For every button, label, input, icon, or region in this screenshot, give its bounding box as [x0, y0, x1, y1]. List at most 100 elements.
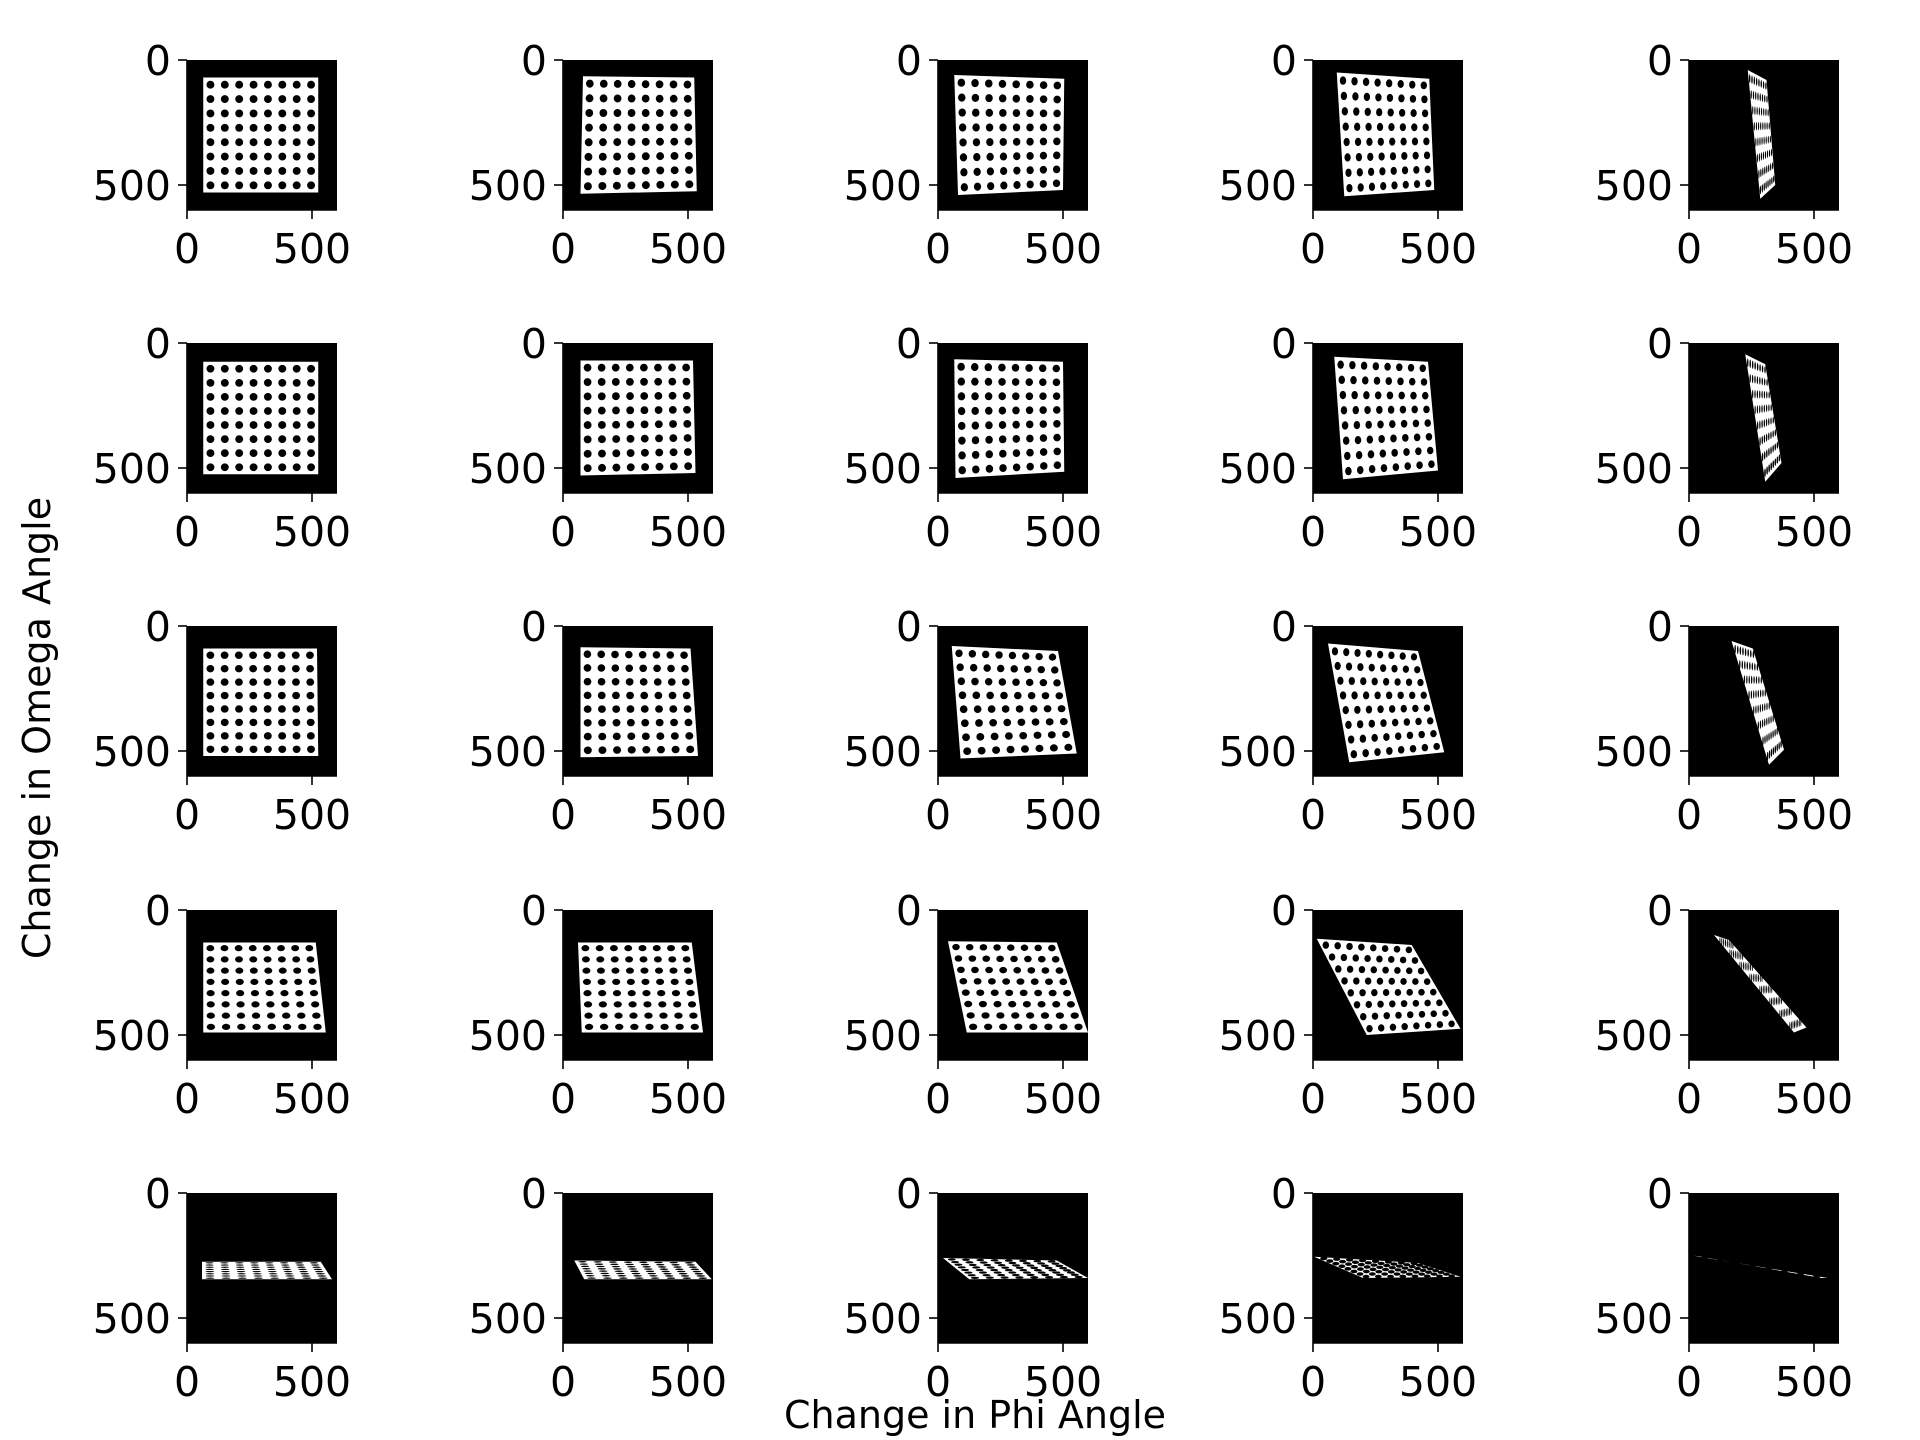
calibration-dot	[640, 1263, 650, 1266]
calibration-dot	[1770, 446, 1772, 455]
calibration-dot	[249, 718, 258, 727]
calibration-dot	[958, 123, 967, 132]
calibration-dot	[1765, 433, 1768, 442]
calibration-dot	[613, 152, 622, 161]
calibration-dot	[1370, 966, 1378, 974]
calibration-dot	[292, 166, 301, 175]
calibration-dot	[1377, 705, 1384, 714]
calibration-dot	[675, 1023, 684, 1030]
calibration-dot	[1765, 82, 1767, 90]
calibration-dot	[249, 166, 258, 175]
calibration-dot	[1358, 965, 1366, 974]
calibration-dot	[975, 1268, 984, 1272]
calibration-dot	[236, 1268, 245, 1271]
calibration-dot	[316, 1273, 325, 1275]
calibration-dot	[1784, 1266, 1786, 1276]
calibration-dot	[1759, 93, 1761, 102]
calibration-dot	[982, 955, 991, 962]
calibration-dot	[625, 664, 634, 672]
calibration-dot	[653, 678, 662, 686]
calibration-dot	[625, 967, 634, 974]
calibration-dot	[983, 664, 991, 672]
calibration-dot	[1746, 675, 1748, 685]
calibration-target	[1328, 643, 1445, 763]
calibration-dot	[1394, 678, 1401, 686]
calibration-dot	[1761, 719, 1764, 728]
calibration-dot	[1430, 1010, 1437, 1018]
calibration-dot	[1331, 647, 1339, 656]
calibration-dot	[1039, 95, 1048, 104]
y-tick-label: 500	[1219, 1012, 1297, 1060]
calibration-dot	[1040, 1264, 1049, 1267]
x-tick-label: 0	[174, 1358, 200, 1406]
x-tick-label: 500	[1775, 1075, 1853, 1123]
calibration-dot	[1024, 955, 1032, 963]
calibration-dot	[1401, 152, 1408, 160]
x-tick-label: 500	[649, 508, 727, 556]
calibration-dot	[263, 956, 272, 963]
calibration-dot	[1389, 1000, 1396, 1008]
calibration-dot	[263, 664, 272, 673]
calibration-dot	[1405, 946, 1413, 954]
calibration-dot	[220, 732, 229, 740]
calibration-dot	[1354, 436, 1362, 445]
calibration-dot	[585, 1275, 595, 1277]
calibration-dot	[1759, 704, 1761, 713]
calibration-dot	[626, 718, 635, 727]
calibration-dot	[277, 691, 286, 700]
calibration-dot	[1074, 1275, 1083, 1279]
calibration-dot	[985, 435, 993, 444]
calibration-dot	[235, 152, 244, 161]
calibration-dot	[1320, 1256, 1328, 1261]
calibration-dot	[1367, 152, 1374, 161]
calibration-dot	[1368, 663, 1375, 672]
calibration-dot	[597, 705, 606, 713]
calibration-dot	[612, 181, 621, 190]
calibration-dot	[683, 405, 691, 414]
calibration-dot	[986, 1266, 995, 1269]
calibration-dot	[249, 407, 258, 415]
calibration-dot	[206, 95, 215, 104]
calibration-dot	[1005, 989, 1014, 997]
calibration-dot	[1357, 1267, 1364, 1271]
calibration-dot	[971, 450, 980, 459]
calibration-dot	[1000, 167, 1008, 176]
calibration-dot	[263, 152, 272, 161]
calibration-dot	[1766, 165, 1768, 174]
panel-background	[1689, 1193, 1839, 1343]
calibration-dot	[235, 181, 244, 190]
calibration-dot	[1380, 464, 1388, 473]
calibration-dot	[1797, 1269, 1799, 1279]
calibration-dot	[1797, 1019, 1799, 1028]
calibration-dot	[625, 678, 634, 686]
calibration-dot	[249, 80, 258, 89]
calibration-dot	[972, 691, 981, 700]
calibration-dot	[655, 123, 664, 132]
calibration-dot	[1338, 375, 1345, 385]
calibration-dot	[1038, 364, 1047, 373]
calibration-dot	[307, 393, 316, 401]
calibration-dot	[684, 137, 693, 146]
calibration-dot	[206, 745, 215, 753]
calibration-dot	[1762, 985, 1764, 994]
calibration-dot	[979, 1261, 988, 1264]
calibration-dot	[1052, 1001, 1061, 1008]
calibration-dot	[1412, 151, 1419, 160]
calibration-dot	[306, 691, 315, 700]
calibration-dot	[1045, 978, 1053, 985]
calibration-dot	[1025, 392, 1034, 401]
calibration-dot	[961, 989, 970, 996]
calibration-dot	[598, 1001, 607, 1008]
calibration-dot	[1432, 1269, 1440, 1273]
calibration-dot	[221, 1275, 231, 1277]
calibration-dot	[292, 449, 301, 458]
calibration-dot	[1405, 1272, 1413, 1276]
calibration-dot	[1765, 108, 1767, 117]
calibration-dot	[985, 1276, 994, 1279]
calibration-dot	[1728, 939, 1730, 949]
y-tick-label: 0	[1647, 1170, 1673, 1218]
calibration-dot	[248, 945, 257, 952]
calibration-dot	[627, 109, 636, 117]
calibration-dot	[1772, 746, 1775, 756]
